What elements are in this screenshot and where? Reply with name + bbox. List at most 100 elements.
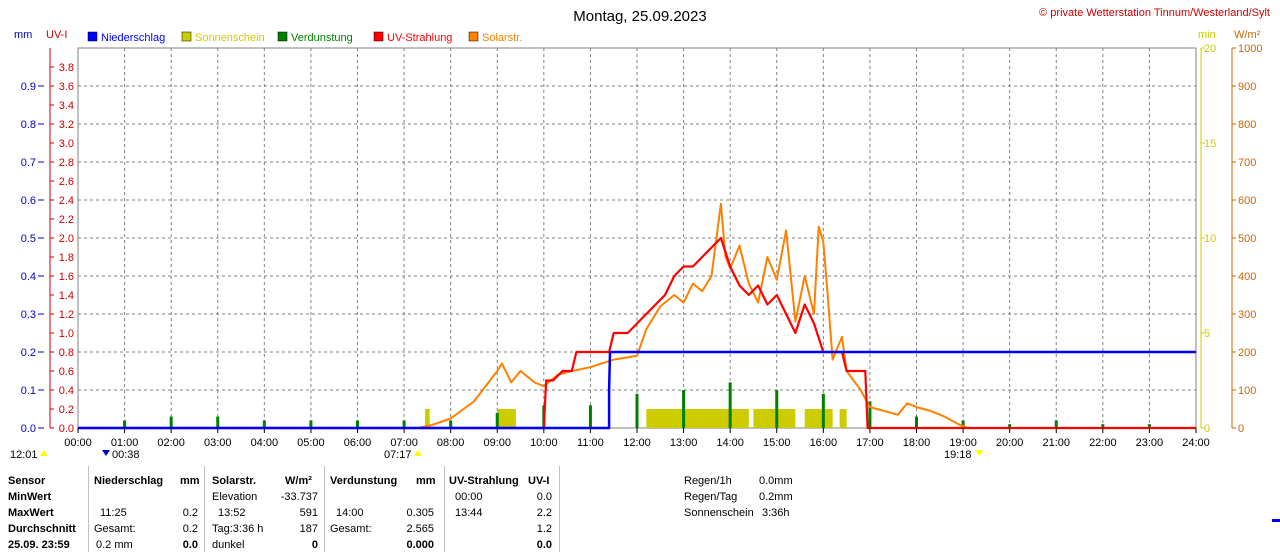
uvi-tick-label: 1.8 (59, 252, 74, 264)
evaporation-bar (449, 420, 453, 428)
evap-unit: mm (416, 475, 436, 487)
evaporation-bar (123, 420, 127, 428)
uv-avg-val: 1.2 (536, 523, 552, 535)
extra-value-0: 0.0mm (759, 475, 793, 487)
wm2-tick-label: 800 (1238, 119, 1256, 131)
uv-min-time: 00:00 (455, 491, 483, 503)
uvi-tick-label: 1.4 (59, 290, 74, 302)
mm-tick-label: 0.6 (21, 195, 36, 207)
sunshine-bar (804, 409, 833, 428)
precip-title: Niederschlag (94, 475, 164, 487)
precip-total-val: 0.2 (182, 523, 198, 535)
x-tick-label: 13:00 (670, 437, 698, 449)
extra-value-1: 0.2mm (759, 491, 793, 503)
min-tick-label: 5 (1204, 328, 1210, 340)
uvi-tick-label: 3.8 (59, 62, 74, 74)
evaporation-bar (868, 401, 872, 428)
mm-tick-label: 0.9 (21, 81, 36, 93)
marker-label-moon: 00:38 (112, 449, 140, 461)
mm-tick-label: 0.1 (21, 385, 36, 397)
min-tick-label: 20 (1204, 43, 1216, 55)
sensor-title: Sensor (8, 475, 46, 487)
mm-tick-label: 0.0 (21, 423, 36, 435)
solar-elev-label: Elevation (212, 491, 258, 503)
uvi-tick-label: 1.6 (59, 271, 74, 283)
x-tick-label: 15:00 (763, 437, 791, 449)
uvi-tick-label: 0.8 (59, 347, 74, 359)
mm-tick-label: 0.7 (21, 157, 36, 169)
sunshine-bar (646, 409, 698, 428)
wm2-tick-label: 700 (1238, 157, 1256, 169)
uvi-tick-label: 3.4 (59, 100, 74, 112)
wm2-tick-label: 200 (1238, 347, 1256, 359)
solar-dark-label: dunkel (212, 539, 245, 551)
legend-swatch (87, 31, 98, 42)
solar-unit: W/m² (285, 475, 312, 487)
wm2-tick-label: 1000 (1238, 43, 1262, 55)
evaporation-bar (1147, 424, 1151, 428)
row-minwert: MinWert (8, 491, 52, 503)
moon-icon (102, 450, 110, 456)
uv-max-val: 2.2 (536, 507, 552, 519)
x-tick-label: 14:00 (716, 437, 744, 449)
x-tick-label: 06:00 (344, 437, 372, 449)
evaporation-bar (961, 420, 965, 428)
mm-tick-label: 0.3 (21, 309, 36, 321)
uvi-tick-label: 3.0 (59, 138, 74, 150)
legend-swatch (277, 31, 288, 42)
x-tick-label: 04:00 (251, 437, 279, 449)
evaporation-bar (495, 412, 499, 428)
x-tick-label: 21:00 (1042, 437, 1070, 449)
precip-total-label: Gesamt: (94, 523, 136, 535)
mm-tick-label: 0.2 (21, 347, 36, 359)
stats-table: Sensor MinWert MaxWert Durchschnitt 25.0… (0, 466, 1280, 552)
wm2-tick-label: 400 (1238, 271, 1256, 283)
marker-icon-rise1 (40, 450, 48, 456)
evaporation-bar (915, 416, 918, 428)
solar-max-time: 13:52 (218, 507, 246, 519)
uvi-tick-label: 3.6 (59, 81, 74, 93)
x-tick-label: 10:00 (530, 437, 558, 449)
x-tick-label: 16:00 (810, 437, 838, 449)
sunrise-icon (414, 450, 422, 456)
mm-tick-label: 0.8 (21, 119, 36, 131)
uv-min-val: 0.0 (536, 491, 552, 503)
copyright-text: © private Wetterstation Tinnum/Westerlan… (1039, 7, 1270, 19)
uvi-tick-label: 0.0 (59, 423, 74, 435)
evaporation-bar (821, 393, 825, 428)
evaporation-bar (216, 416, 220, 428)
evaporation-bar (402, 420, 406, 428)
uvi-tick-label: 0.4 (59, 385, 74, 397)
evaporation-bar (775, 390, 779, 428)
row-durchschnitt: Durchschnitt (8, 523, 76, 535)
grid (77, 47, 1197, 429)
wm2-tick-label: 100 (1238, 385, 1256, 397)
sunshine-bar (497, 409, 516, 428)
solar-tag-label: Tag:3:36 h (212, 523, 264, 535)
axes: 00:00 01:00 02:00 03:00 04:00 05:00 06:00 07:00… (21, 43, 1263, 449)
marker-label-sunset: 19:18 (944, 449, 972, 461)
evaporation-bar (356, 420, 359, 428)
sunshine-bar (753, 409, 796, 428)
evap-max-val: 0.305 (406, 507, 434, 519)
wm2-tick-label: 0 (1238, 423, 1244, 435)
marker-label-rise1: 12:01 (10, 449, 38, 461)
uvi-tick-label: 0.2 (59, 404, 74, 416)
legend-label: Niederschlag (101, 32, 165, 44)
legend: Niederschlag Sonnenschein Verdunstung UV-St… (87, 31, 522, 44)
x-tick-label: 23:00 (1136, 437, 1164, 449)
legend-label: Verdunstung (291, 32, 353, 44)
evaporation-bar (1101, 424, 1105, 428)
evaporation-bar (728, 382, 732, 428)
min-tick-label: 15 (1204, 138, 1216, 150)
x-tick-label: 18:00 (903, 437, 931, 449)
uv-last-val: 0.0 (536, 539, 552, 551)
evaporation-bar (588, 405, 592, 428)
row-maxwert: MaxWert (8, 507, 54, 519)
axis-label-min: min (1198, 29, 1216, 41)
uv-line (78, 236, 1196, 430)
solar-dark-val: 0 (311, 539, 318, 551)
axis-label-wm2: W/m² (1234, 29, 1261, 41)
x-tick-label: 22:00 (1089, 437, 1117, 449)
min-tick-label: 10 (1204, 233, 1216, 245)
